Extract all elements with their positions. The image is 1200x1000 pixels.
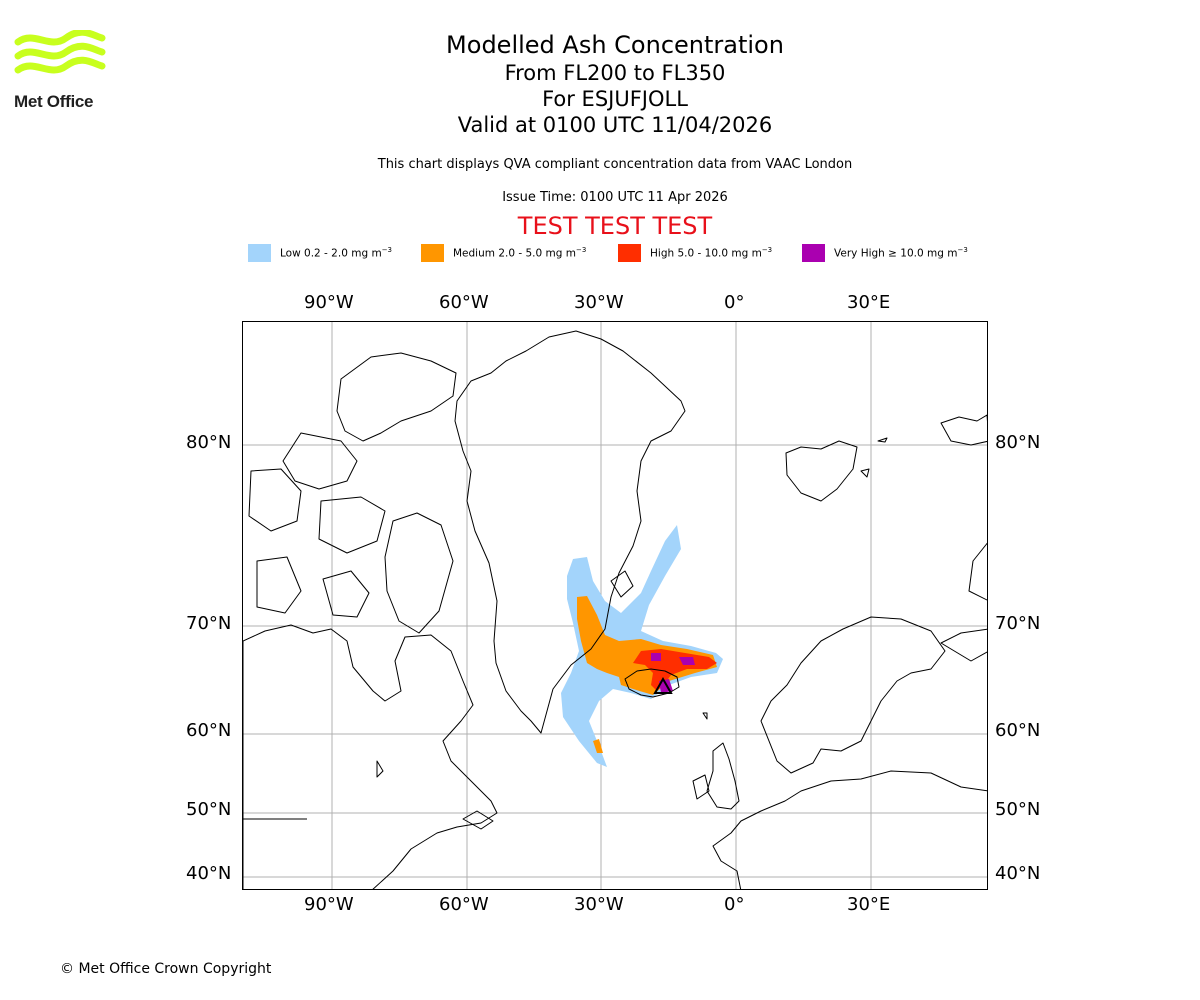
lon-label-top-0: 0°	[724, 292, 745, 313]
lon-label-bottom-30e: 30°E	[847, 894, 891, 915]
lon-label-top-90w: 90°W	[304, 292, 354, 313]
lat-label-left-60n: 60°N	[186, 720, 232, 741]
met-office-waves-icon	[14, 28, 106, 74]
lat-label-right-60n: 60°N	[995, 720, 1041, 741]
chart-description: This chart displays QVA compliant concen…	[377, 157, 853, 172]
legend-swatch-very-high	[802, 244, 825, 262]
title-line-4: Valid at 0100 UTC 11/04/2026	[457, 113, 773, 137]
lat-label-right-70n: 70°N	[995, 613, 1041, 634]
lon-label-top-30w: 30°W	[574, 292, 624, 313]
lon-label-bottom-0: 0°	[724, 894, 745, 915]
logo-text: Met Office	[14, 92, 94, 111]
lat-label-left-50n: 50°N	[186, 799, 232, 820]
lat-label-left-80n: 80°N	[186, 432, 232, 453]
legend-label-medium: Medium 2.0 - 5.0 mg m−3	[453, 246, 587, 260]
lat-label-left-40n: 40°N	[186, 863, 232, 884]
lon-label-bottom-30w: 30°W	[574, 894, 624, 915]
met-office-logo: Met Office	[14, 28, 110, 111]
lat-label-right-80n: 80°N	[995, 432, 1041, 453]
volcano-marker-icon	[653, 676, 673, 694]
legend-swatch-high	[618, 244, 641, 262]
title-line-2: From FL200 to FL350	[504, 61, 726, 85]
title-line-3: For ESJUFJOLL	[542, 87, 688, 111]
lon-label-bottom-60w: 60°W	[439, 894, 489, 915]
legend-label-very-high: Very High ≥ 10.0 mg m−3	[834, 246, 968, 260]
legend-label-high: High 5.0 - 10.0 mg m−3	[650, 246, 773, 260]
legend-swatch-low	[248, 244, 271, 262]
lon-label-top-60w: 60°W	[439, 292, 489, 313]
test-banner: TEST TEST TEST	[517, 212, 713, 240]
copyright: © Met Office Crown Copyright	[60, 961, 272, 977]
issue-time: Issue Time: 0100 UTC 11 Apr 2026	[502, 190, 728, 205]
map-frame	[242, 321, 988, 890]
coastlines	[243, 330, 987, 889]
ash-map	[243, 322, 987, 889]
graticule	[243, 322, 987, 889]
chart-title: Modelled Ash Concentration From FL200 to…	[290, 30, 940, 138]
lon-label-bottom-90w: 90°W	[304, 894, 354, 915]
title-line-1: Modelled Ash Concentration	[446, 31, 784, 59]
lat-label-left-70n: 70°N	[186, 613, 232, 634]
lat-label-right-50n: 50°N	[995, 799, 1041, 820]
lon-label-top-30e: 30°E	[847, 292, 891, 313]
lat-label-right-40n: 40°N	[995, 863, 1041, 884]
legend: Low 0.2 - 2.0 mg m−3 Medium 2.0 - 5.0 mg…	[0, 244, 1200, 264]
legend-label-low: Low 0.2 - 2.0 mg m−3	[280, 246, 393, 260]
legend-swatch-medium	[421, 244, 444, 262]
